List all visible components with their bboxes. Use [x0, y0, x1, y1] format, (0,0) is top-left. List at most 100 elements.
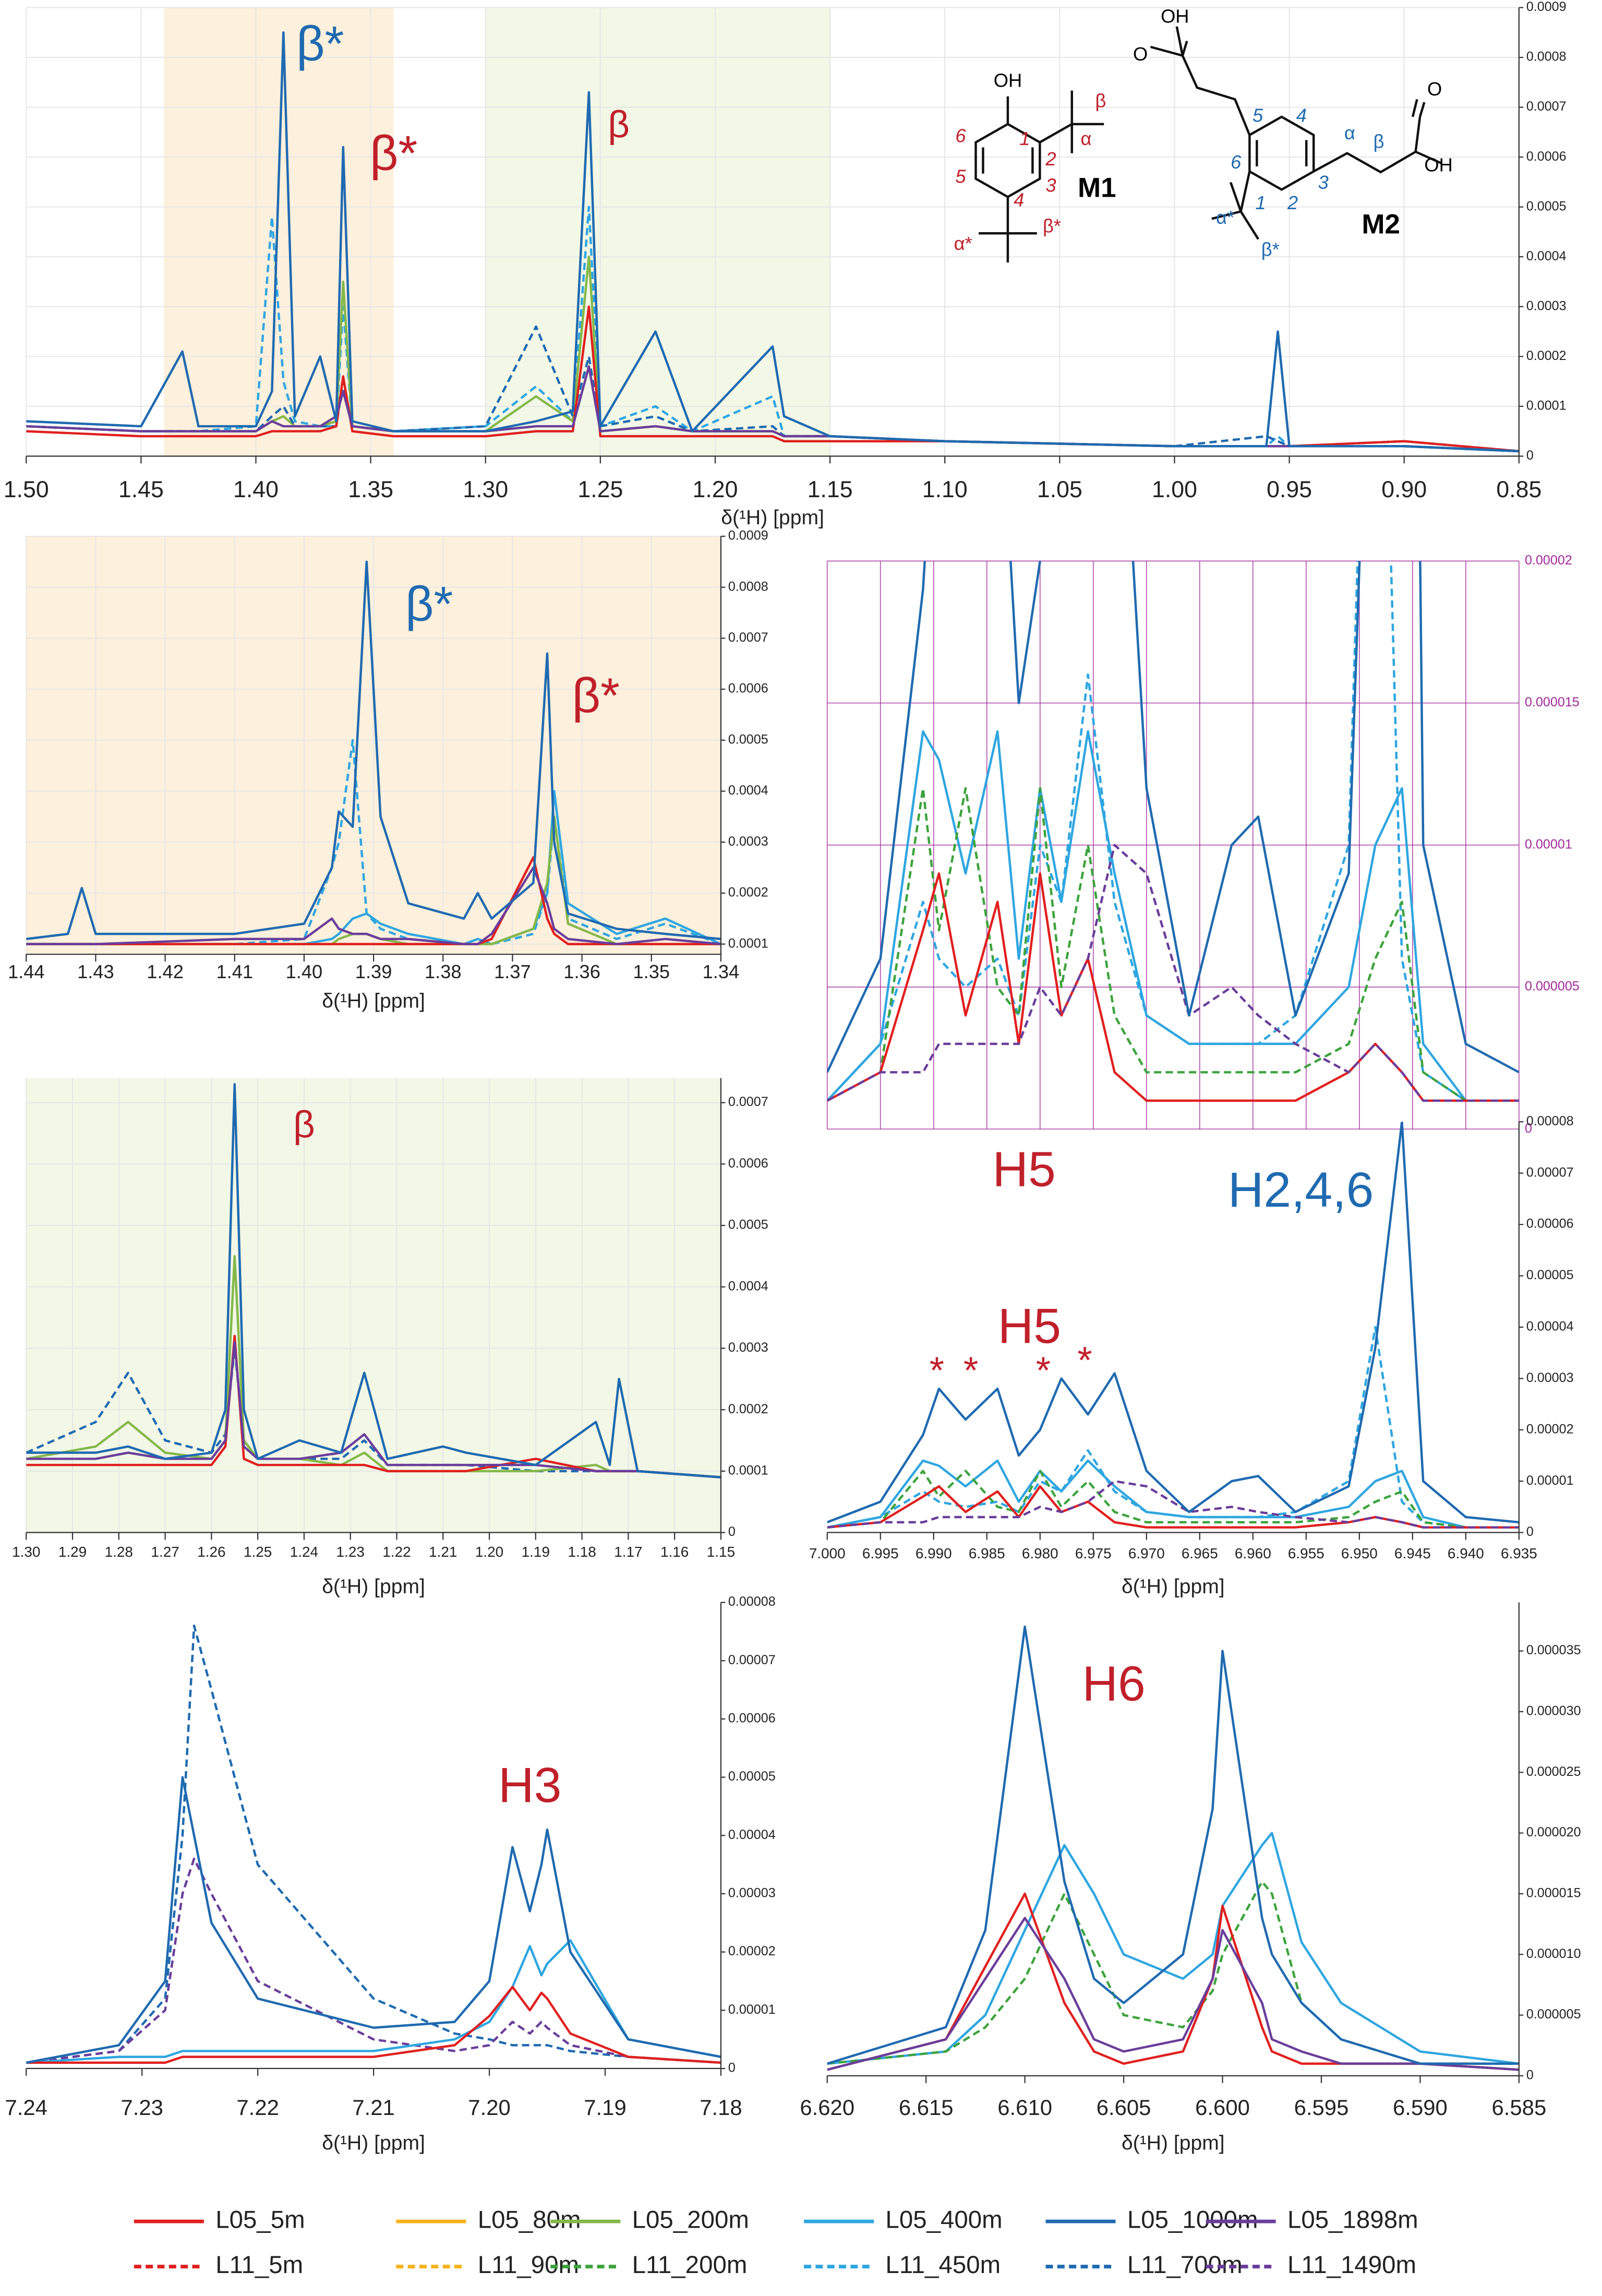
- y-tick-label: 0.00001: [728, 2002, 776, 2017]
- x-tick-label: 1.21: [429, 1544, 457, 1560]
- annotation: H3: [498, 1758, 561, 1813]
- x-tick-label: 6.975: [1075, 1545, 1112, 1561]
- series-group: [26, 560, 721, 945]
- x-tick-label: 6.615: [899, 2095, 954, 2120]
- series-group: [827, 1625, 1519, 2071]
- y-tick-label: 0.00002: [1526, 1422, 1574, 1436]
- struct-label: α: [1344, 122, 1355, 143]
- y-tick-label: 0.0004: [1526, 249, 1567, 263]
- x-tick-label: 6.940: [1448, 1545, 1484, 1561]
- y-tick-label: 0.0002: [728, 1402, 768, 1416]
- x-tick-label: 1.44: [8, 961, 45, 982]
- x-tick-label: 7.22: [236, 2095, 279, 2120]
- x-tick-label: 1.30: [463, 477, 508, 502]
- x-tick-label: 6.605: [1097, 2095, 1151, 2120]
- y-tick-label: 0.0003: [728, 834, 768, 849]
- y-tick-label: 0: [1526, 448, 1534, 463]
- y-tick-label: 0.00003: [1526, 1371, 1574, 1385]
- y-tick-label: 0.000030: [1526, 1704, 1581, 1718]
- y-tick-label: 0.00006: [1526, 1217, 1574, 1231]
- y-tick-label: 0.00007: [728, 1653, 776, 1667]
- y-tick-label: 0: [1526, 1524, 1534, 1539]
- structures: OH 1 2 3 4 5 6 α β α* β* M1 OH O 5 4 3 2…: [954, 6, 1453, 263]
- y-tick-label: 0.0005: [1526, 199, 1567, 213]
- spectrum-line: [827, 1459, 1519, 1529]
- x-axis-label: δ(¹H) [ppm]: [721, 507, 824, 529]
- spectrum-line: [827, 1880, 1519, 2065]
- legend-label: L11_450m: [885, 2251, 1001, 2279]
- x-axis-label: δ(¹H) [ppm]: [1122, 1576, 1225, 1598]
- annotation: *: [1077, 1339, 1092, 1381]
- x-tick-label: 0.90: [1381, 477, 1427, 502]
- y-tick-label: 0.000020: [1526, 1825, 1581, 1840]
- y-tick-label: 0.00004: [728, 1828, 776, 1842]
- y-tick-label: 0.0006: [728, 1156, 768, 1171]
- x-axis-label: δ(¹H) [ppm]: [322, 2132, 425, 2154]
- y-tick-label: 0.00002: [728, 1944, 776, 1958]
- struct-label: 4: [1296, 104, 1307, 126]
- x-tick-label: 1.23: [336, 1544, 365, 1560]
- x-tick-label: 1.30: [12, 1544, 40, 1560]
- struct-label: OH: [1424, 154, 1452, 175]
- y-tick-label: 0.0003: [1526, 298, 1567, 313]
- annotation: β*: [296, 16, 344, 71]
- x-axis-label: δ(¹H) [ppm]: [1122, 2132, 1225, 2154]
- struct-label: 6: [1231, 151, 1242, 173]
- zoom-y-tick-label: 0.000015: [1525, 695, 1580, 710]
- x-tick-label: 1.50: [4, 477, 49, 502]
- series-group: [26, 31, 1519, 453]
- y-tick-label: 0.0001: [728, 1463, 768, 1477]
- x-tick-label: 1.24: [290, 1544, 318, 1560]
- x-tick-label: 6.995: [862, 1545, 899, 1561]
- y-tick-label: 0.00004: [1526, 1319, 1574, 1334]
- x-tick-label: 1.15: [707, 1544, 735, 1560]
- y-tick-label: 0.0008: [1526, 50, 1567, 64]
- x-tick-label: 6.965: [1182, 1545, 1218, 1561]
- y-tick-label: 0.000035: [1526, 1643, 1581, 1657]
- spectrum-line: [827, 1122, 1519, 1524]
- struct-label: O: [1427, 78, 1442, 100]
- spectrum-line: [827, 1470, 1519, 1529]
- legend-label: L05_200m: [632, 2206, 749, 2234]
- x-tick-label: 1.42: [147, 961, 184, 982]
- annotation: β*: [572, 668, 620, 724]
- x-tick-label: 6.955: [1288, 1545, 1324, 1561]
- zoom-y-tick-label: 0: [1525, 1121, 1532, 1136]
- spectrum-line: [26, 1857, 721, 2064]
- spectrum-line: [26, 1083, 721, 1478]
- spectrum-line: [26, 560, 721, 941]
- x-tick-label: 6.935: [1501, 1545, 1537, 1561]
- x-tick-label: 7.23: [121, 2095, 163, 2120]
- spectrum-line: [26, 1624, 721, 2064]
- y-tick-label: 0.0009: [1526, 0, 1567, 14]
- y-tick-label: 0.0006: [1526, 149, 1567, 164]
- x-tick-label: 1.26: [197, 1544, 225, 1560]
- x-tick-label: 1.38: [425, 961, 462, 982]
- x-tick-label: 1.41: [216, 961, 253, 982]
- x-tick-label: 1.18: [568, 1544, 596, 1560]
- plot-background: [26, 1078, 721, 1533]
- spectrum-line: [26, 866, 721, 945]
- struct-label: β*: [1043, 215, 1061, 237]
- annotation: H5: [993, 1142, 1056, 1197]
- struct-label: 4: [1014, 189, 1024, 210]
- x-tick-label: 1.16: [660, 1544, 689, 1560]
- m1-bonds: [974, 90, 1104, 263]
- series-group: [827, 561, 1519, 1102]
- annotation: H2,4,6: [1228, 1162, 1374, 1218]
- y-tick-label: 0.00008: [728, 1594, 776, 1609]
- spectrum-line: [827, 1480, 1519, 1529]
- struct-label: 2: [1287, 192, 1298, 213]
- x-tick-label: 1.34: [703, 961, 740, 982]
- spectrum-line: [827, 1625, 1519, 2065]
- y-tick-label: 0: [728, 2061, 736, 2075]
- y-tick-label: 0.0007: [728, 630, 768, 645]
- annotation: β*: [405, 576, 453, 632]
- y-tick-label: 0.0006: [728, 681, 768, 696]
- x-tick-label: 6.970: [1128, 1545, 1165, 1561]
- x-axis-label: δ(¹H) [ppm]: [322, 1576, 425, 1598]
- zoom-y-tick-label: 0.00002: [1525, 553, 1572, 568]
- y-tick-label: 0.000010: [1526, 1946, 1581, 1961]
- x-tick-label: 1.00: [1152, 477, 1197, 502]
- spectrum-line: [827, 787, 1519, 1102]
